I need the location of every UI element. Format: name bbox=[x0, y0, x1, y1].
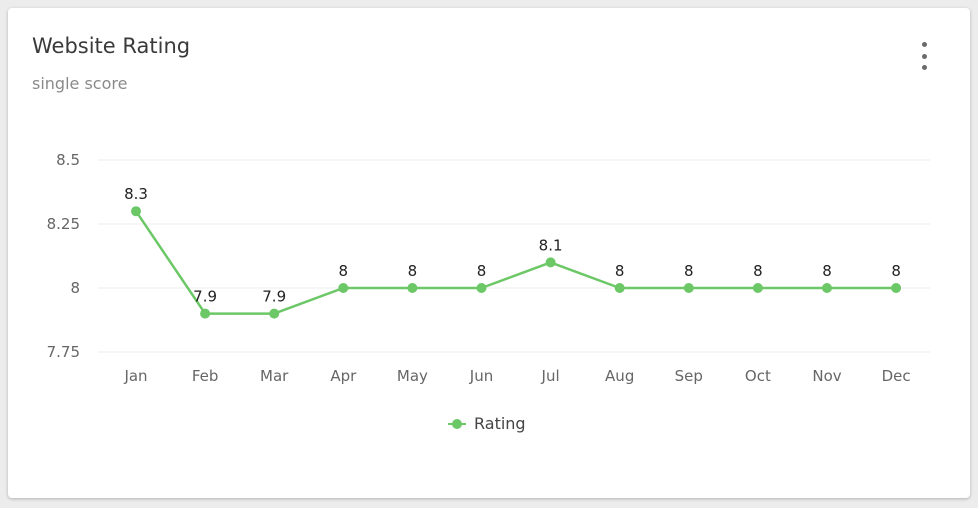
data-label: 7.9 bbox=[262, 288, 286, 306]
y-tick-label: 8 bbox=[70, 279, 80, 297]
x-tick-label: Dec bbox=[882, 367, 911, 385]
data-label: 8 bbox=[891, 262, 901, 280]
data-point bbox=[683, 283, 694, 293]
y-tick-label: 7.75 bbox=[47, 343, 80, 361]
x-tick-label: Feb bbox=[192, 367, 219, 385]
data-point bbox=[131, 206, 141, 217]
data-point bbox=[752, 283, 763, 293]
y-tick-label: 8.5 bbox=[56, 151, 80, 169]
chart-card: Website Rating single score 7.75 8 8.25 8.5… bbox=[8, 8, 970, 498]
chart-title: Website Rating bbox=[32, 34, 191, 58]
x-tick-label: Jul bbox=[541, 367, 560, 385]
data-point bbox=[269, 308, 280, 319]
menu-dot bbox=[921, 42, 927, 47]
data-point bbox=[476, 283, 487, 293]
data-label: 8 bbox=[615, 262, 625, 280]
series-line bbox=[134, 210, 897, 315]
menu-dot bbox=[921, 65, 927, 70]
x-tick-label: Jan bbox=[123, 367, 147, 385]
data-label: 8 bbox=[753, 262, 763, 280]
x-tick-label: Sep bbox=[675, 367, 703, 385]
data-point bbox=[407, 283, 418, 293]
y-tick-label: 8.25 bbox=[47, 215, 80, 233]
x-tick-label: Oct bbox=[745, 367, 771, 385]
x-tick-label: Jun bbox=[469, 367, 493, 385]
menu-dot bbox=[921, 53, 927, 59]
x-tick-label: May bbox=[397, 367, 428, 385]
data-label: 8.3 bbox=[124, 185, 148, 203]
data-label: 8 bbox=[822, 262, 832, 280]
chart-subtitle: single score bbox=[32, 74, 128, 93]
data-label: 8 bbox=[408, 262, 418, 280]
x-tick-label: Mar bbox=[260, 367, 289, 385]
legend-item-rating[interactable]: Rating bbox=[448, 414, 526, 433]
data-point bbox=[200, 308, 211, 319]
legend-label: Rating bbox=[474, 414, 526, 433]
data-point bbox=[822, 283, 832, 293]
legend-marker-icon bbox=[448, 418, 466, 429]
data-label: 8 bbox=[684, 262, 694, 280]
data-point bbox=[614, 283, 625, 293]
x-tick-label: Aug bbox=[605, 367, 634, 385]
x-tick-label: Apr bbox=[330, 367, 357, 385]
x-tick-label: Nov bbox=[812, 367, 841, 385]
data-label: 8 bbox=[477, 262, 487, 280]
data-label: 8 bbox=[339, 262, 349, 280]
data-point bbox=[545, 257, 556, 268]
data-point bbox=[338, 283, 349, 293]
data-point bbox=[891, 283, 902, 293]
data-label: 7.9 bbox=[193, 288, 217, 306]
line-chart: 7.75 8 8.25 8.5 Jan Feb Mar Apr May Jun Jul Aug Sep O… bbox=[47, 151, 930, 385]
data-label: 8.1 bbox=[539, 236, 563, 254]
more-vertical-icon[interactable] bbox=[912, 42, 936, 70]
